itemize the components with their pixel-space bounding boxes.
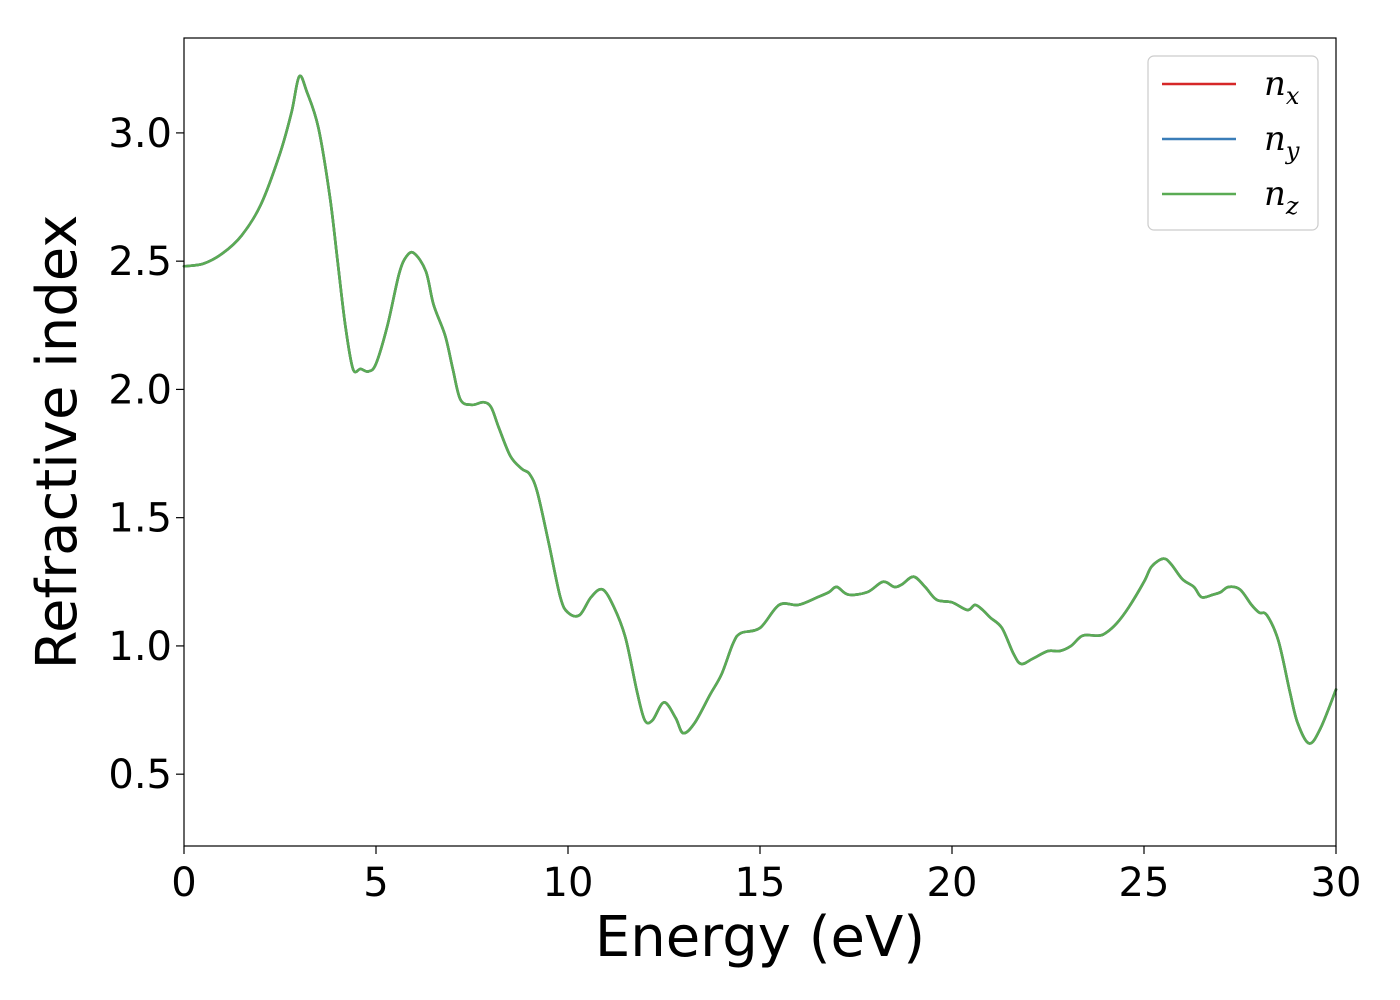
legend-subscript: x bbox=[1286, 82, 1300, 110]
y-tick-label: 0.5 bbox=[108, 752, 172, 798]
y-tick-label: 2.5 bbox=[108, 239, 172, 285]
legend-subscript: y bbox=[1285, 137, 1300, 165]
x-tick-label: 5 bbox=[363, 860, 388, 906]
x-tick-label: 25 bbox=[1119, 860, 1170, 906]
y-tick-label: 1.0 bbox=[108, 624, 172, 670]
x-tick-label: 20 bbox=[927, 860, 978, 906]
legend-label-nx: nx bbox=[1264, 64, 1300, 110]
series-line-nz bbox=[182, 74, 1338, 745]
x-tick-label: 15 bbox=[735, 860, 786, 906]
legend-symbol: n bbox=[1264, 64, 1286, 104]
legend-label-ny: ny bbox=[1264, 119, 1300, 165]
legend-symbol: n bbox=[1264, 119, 1286, 159]
x-tick-label: 30 bbox=[1311, 860, 1362, 906]
y-tick-label: 2.0 bbox=[108, 367, 172, 413]
legend-box bbox=[1147, 55, 1319, 231]
legend-label-nz: nz bbox=[1264, 174, 1299, 220]
series-layer bbox=[182, 74, 1338, 745]
y-axis-title: Refractive index bbox=[25, 215, 90, 670]
x-tick-label: 10 bbox=[543, 860, 594, 906]
x-axis-title: Energy (eV) bbox=[595, 905, 925, 970]
legend-subscript: z bbox=[1285, 192, 1299, 220]
y-tick-label: 1.5 bbox=[108, 496, 172, 542]
x-axis: 0 5 10 15 20 25 30 bbox=[171, 846, 1361, 906]
legend-symbol: n bbox=[1264, 174, 1286, 214]
y-tick-label: 3.0 bbox=[108, 111, 172, 157]
y-axis: 0.5 1.0 1.5 2.0 2.5 3.0 bbox=[108, 111, 184, 798]
x-tick-label: 0 bbox=[171, 860, 196, 906]
